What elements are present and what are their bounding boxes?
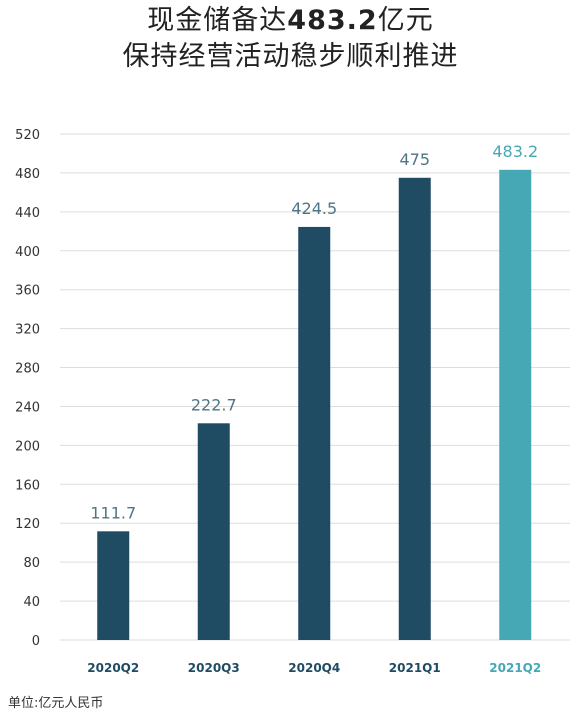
y-tick-label: 80	[23, 556, 40, 571]
data-label: 475	[399, 150, 430, 169]
x-axis-ticks: 2020Q2 2020Q3 2020Q4 2021Q1 2021Q2	[87, 661, 541, 675]
y-tick-label: 200	[15, 439, 40, 454]
title-highlight-value: 483.2	[287, 5, 378, 36]
data-label: 424.5	[291, 199, 337, 218]
bar	[197, 423, 230, 640]
chart-title-line2: 保持经营活动稳步顺利推进	[122, 41, 459, 72]
y-tick-label: 0	[32, 634, 40, 649]
y-tick-label: 120	[15, 517, 40, 532]
x-tick-label: 2020Q4	[288, 661, 340, 675]
y-tick-label: 400	[15, 245, 40, 260]
y-tick-label: 320	[15, 323, 40, 338]
y-tick-label: 480	[15, 167, 40, 182]
y-tick-label: 240	[15, 400, 40, 415]
data-labels: 111.7 222.7 424.5 475 483.2	[90, 142, 538, 522]
title-suffix: 亿元	[377, 5, 434, 36]
y-tick-label: 360	[15, 284, 40, 299]
title-prefix: 现金储备达	[147, 5, 288, 36]
y-tick-label: 280	[15, 362, 40, 377]
y-tick-label: 440	[15, 206, 40, 221]
data-label: 111.7	[90, 503, 136, 522]
y-tick-label: 520	[15, 128, 40, 143]
bar	[499, 169, 532, 640]
chart-title-line1: 现金储备达483.2亿元	[0, 4, 581, 38]
y-tick-label: 160	[15, 478, 40, 493]
unit-note: 单位:亿元人民币	[8, 696, 104, 711]
data-label: 483.2	[492, 142, 538, 161]
bars	[97, 169, 532, 641]
x-tick-label: 2020Q2	[87, 661, 139, 675]
bar	[398, 177, 431, 641]
y-tick-label: 40	[23, 595, 40, 610]
x-tick-label: 2021Q1	[389, 661, 441, 675]
data-label: 222.7	[191, 395, 237, 414]
bar	[97, 531, 130, 640]
x-tick-label: 2021Q2	[489, 661, 541, 675]
bar	[298, 226, 331, 641]
x-tick-label: 2020Q3	[188, 661, 240, 675]
y-axis-ticks: 0 40 80 120 160 200 240 280 320 360 400 440 480 520	[15, 128, 40, 649]
